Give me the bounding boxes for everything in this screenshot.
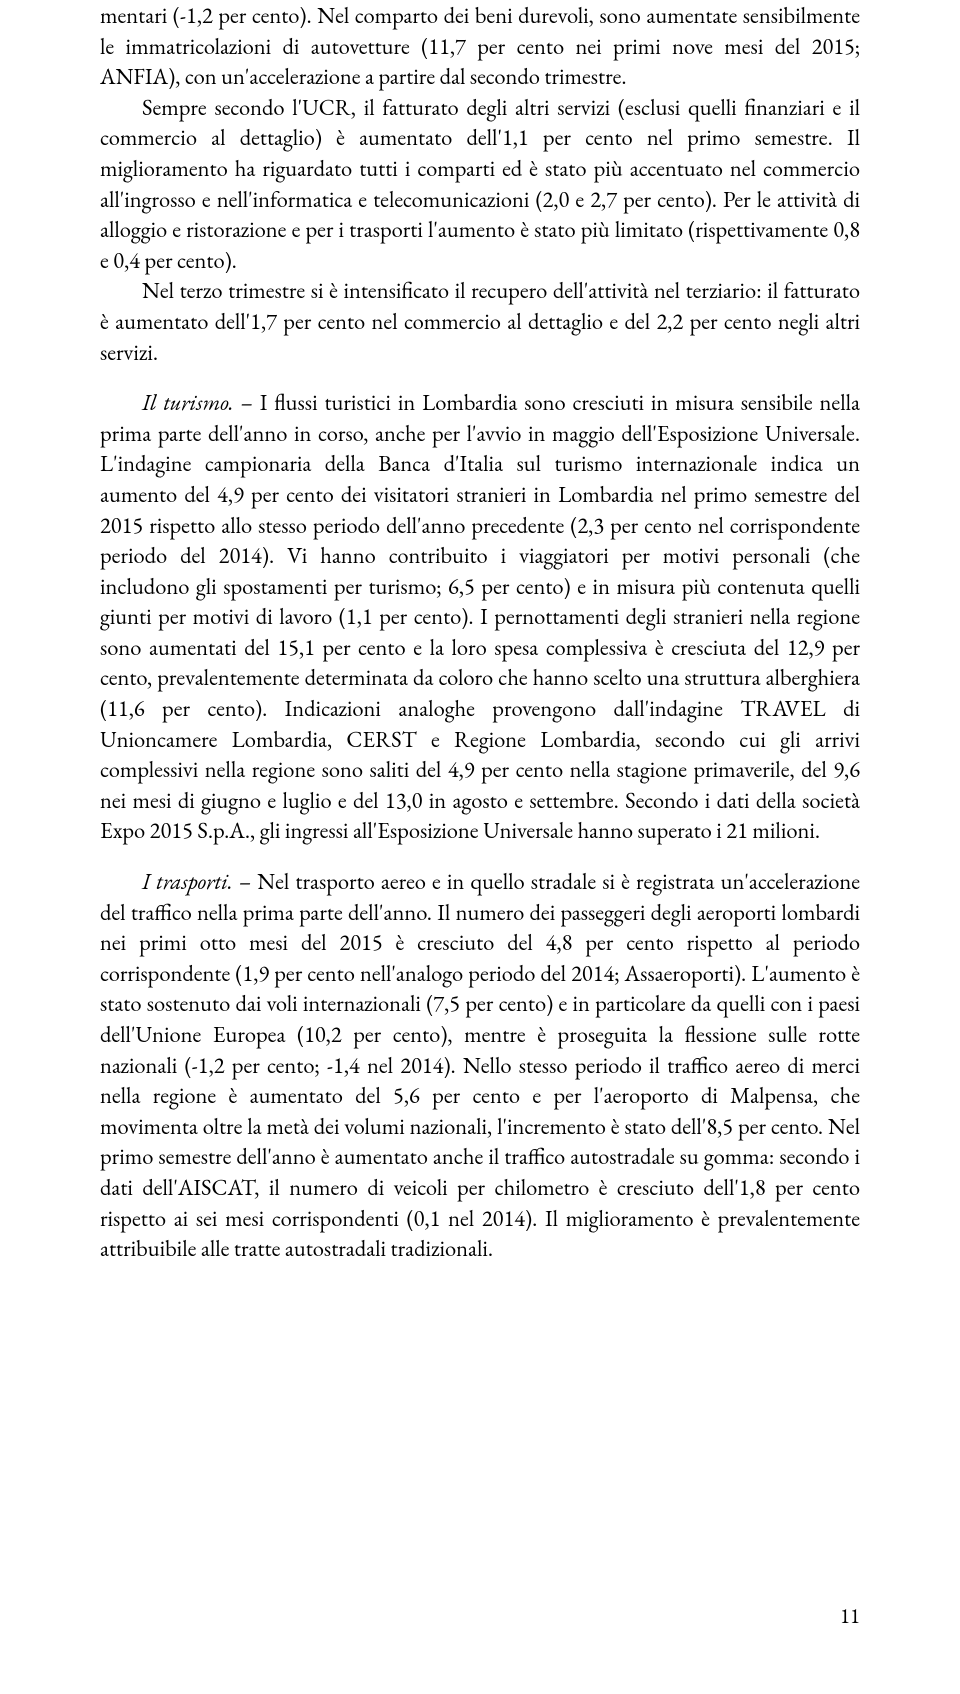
body-paragraph-4-text: – I flussi turistici in Lombardia sono c… <box>100 387 860 845</box>
page-number: 11 <box>840 1603 860 1630</box>
document-page: mentari (-1,2 per cento). Nel comparto d… <box>0 0 960 1694</box>
body-paragraph-5-text: – Nel trasporto aereo e in quello strada… <box>100 866 860 1263</box>
body-paragraph-3: Nel terzo trimestre si è intensificato i… <box>100 275 860 367</box>
body-paragraph-5: I trasporti. – Nel trasporto aereo e in … <box>100 866 860 1264</box>
body-paragraph-1: mentari (-1,2 per cento). Nel comparto d… <box>100 0 860 92</box>
section-heading-turismo: Il turismo. <box>142 387 234 417</box>
section-heading-trasporti: I trasporti. <box>142 866 233 896</box>
body-paragraph-4: Il turismo. – I flussi turistici in Lomb… <box>100 387 860 846</box>
body-paragraph-2: Sempre secondo l'UCR, il fatturato degli… <box>100 92 860 276</box>
